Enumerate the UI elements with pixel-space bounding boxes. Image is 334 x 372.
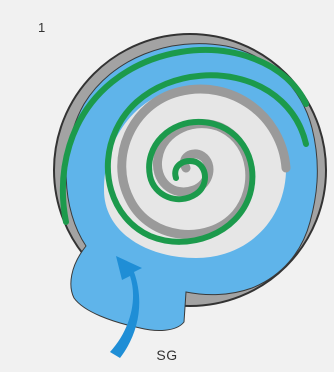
orbiting-scroll-outer-wrap	[59, 47, 309, 225]
panel-number: 1	[38, 20, 46, 35]
inlet-arrow-icon	[110, 256, 142, 358]
inlet-label: SG	[156, 347, 178, 363]
orbiting-scroll-wrap	[104, 72, 309, 245]
